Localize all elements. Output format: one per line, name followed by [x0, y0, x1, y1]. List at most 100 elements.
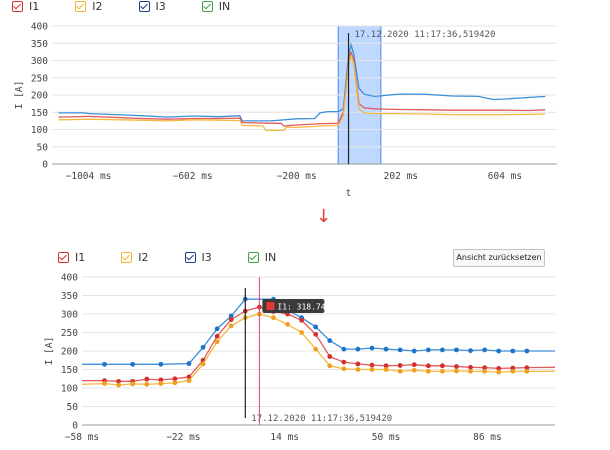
y-tick-label: 50	[37, 142, 49, 153]
data-point-i2	[299, 330, 305, 335]
data-point-i1	[228, 317, 234, 322]
y-tick-label: 300	[31, 56, 48, 67]
data-point-i3	[313, 324, 319, 330]
data-point-i2	[454, 368, 459, 374]
data-point-i2	[482, 368, 488, 374]
y-tick-label: 300	[61, 310, 78, 321]
legend-label: IN	[218, 0, 231, 13]
y-tick-label: 350	[61, 291, 78, 302]
data-point-i2	[411, 367, 417, 373]
legend-item-i3[interactable]: I3	[138, 0, 166, 13]
data-point-i1	[186, 374, 192, 380]
data-point-i3	[102, 361, 107, 367]
data-point-i2	[355, 367, 361, 372]
legend-label: I2	[138, 251, 149, 264]
data-point-i2	[439, 368, 445, 374]
data-point-i2	[496, 369, 502, 375]
data-point-i1	[524, 365, 530, 371]
legend-item-i2[interactable]: I2	[75, 0, 103, 13]
data-point-i2	[425, 368, 431, 374]
legend-label: IN	[264, 251, 277, 264]
legend-item-i1[interactable]: I1	[58, 251, 85, 264]
y-tick-label: 200	[31, 91, 48, 102]
reset-view-button[interactable]: Ansicht zurücksetzen	[453, 249, 545, 267]
data-point-i2	[186, 378, 192, 383]
data-point-i2	[200, 361, 206, 367]
data-point-i3	[482, 347, 488, 353]
data-point-i3	[200, 344, 206, 350]
data-point-i3	[341, 346, 347, 352]
x-tick-label: −22 ms	[166, 432, 200, 443]
checkbox-checked-icon[interactable]	[121, 252, 133, 263]
data-point-i1	[439, 363, 445, 369]
data-point-i2	[369, 367, 375, 372]
data-point-i1	[299, 317, 305, 323]
data-point-i2	[383, 367, 389, 372]
legend-label: I3	[201, 251, 212, 264]
data-point-i2	[172, 380, 178, 386]
y-tick-label: 100	[31, 125, 48, 136]
data-point-i3	[369, 345, 375, 351]
data-point-i1	[313, 331, 319, 337]
data-point-i2	[214, 339, 220, 345]
data-point-i1	[369, 362, 375, 368]
y-tick-label: 250	[61, 328, 78, 339]
data-point-i2	[510, 368, 516, 374]
legend-item-in[interactable]: IN	[247, 251, 277, 264]
x-tick-label: 202 ms	[384, 171, 418, 182]
data-point-i3	[510, 348, 516, 354]
checkbox-checked-icon[interactable]	[184, 252, 196, 263]
legend-label: I1	[29, 0, 40, 13]
data-point-i3	[425, 347, 431, 353]
checkbox-checked-icon[interactable]	[247, 252, 259, 263]
data-point-i1	[397, 363, 403, 368]
checkbox-checked-icon[interactable]	[201, 1, 213, 12]
data-point-i2	[468, 368, 473, 374]
legend-label: I3	[155, 0, 166, 13]
x-tick-label: 604 ms	[488, 171, 522, 182]
x-axis-label: t	[346, 188, 352, 199]
y-tick-label: 150	[31, 108, 48, 119]
checkbox-checked-icon[interactable]	[12, 1, 23, 12]
data-point-i1	[355, 361, 361, 367]
down-arrow-icon: ↓	[316, 206, 332, 227]
checkbox-checked-icon[interactable]	[75, 1, 87, 12]
legend-item-i1[interactable]: I1	[12, 0, 39, 13]
series-line-i2	[58, 55, 546, 132]
data-point-i3	[411, 348, 417, 354]
y-tick-label: 0	[72, 421, 78, 432]
data-point-i1	[510, 365, 516, 371]
checkbox-checked-icon[interactable]	[138, 1, 150, 12]
y-tick-label: 250	[31, 73, 48, 84]
data-point-i2	[285, 321, 290, 327]
data-point-i1	[425, 363, 431, 369]
x-tick-label: −1004 ms	[66, 171, 112, 182]
data-point-i2	[313, 346, 319, 352]
data-point-i3	[468, 348, 473, 354]
x-tick-label: −602 ms	[173, 171, 213, 182]
checkbox-checked-icon[interactable]	[58, 252, 69, 263]
data-point-i3	[130, 361, 136, 367]
chart-overview[interactable]: 0 50 100 150 200 250 300 350 400 −1004 ms −602 ms −…	[0, 0, 610, 200]
legend-item-i3[interactable]: I3	[184, 251, 212, 264]
data-point-i2	[524, 368, 530, 374]
data-point-i1	[482, 365, 488, 371]
data-point-i3	[186, 361, 192, 366]
legend-label: I1	[75, 251, 86, 264]
legend-bottom: I1 I2 I3 IN	[58, 251, 312, 264]
data-point-i3	[439, 347, 445, 353]
x-tick-label: 86 ms	[473, 432, 502, 443]
legend-item-in[interactable]: IN	[201, 0, 231, 13]
y-axis-label: I [A]	[14, 81, 25, 110]
tooltip-text: I1: 318.74 A	[277, 303, 335, 312]
data-point-i1	[144, 376, 150, 382]
data-point-i3	[228, 313, 234, 319]
data-point-i2	[327, 363, 333, 369]
data-point-i3	[496, 348, 502, 354]
data-point-i3	[327, 338, 333, 344]
data-point-i3	[397, 347, 403, 353]
series-line-i3	[58, 42, 546, 122]
y-tick-label: 50	[67, 402, 79, 413]
legend-item-i2[interactable]: I2	[121, 251, 149, 264]
